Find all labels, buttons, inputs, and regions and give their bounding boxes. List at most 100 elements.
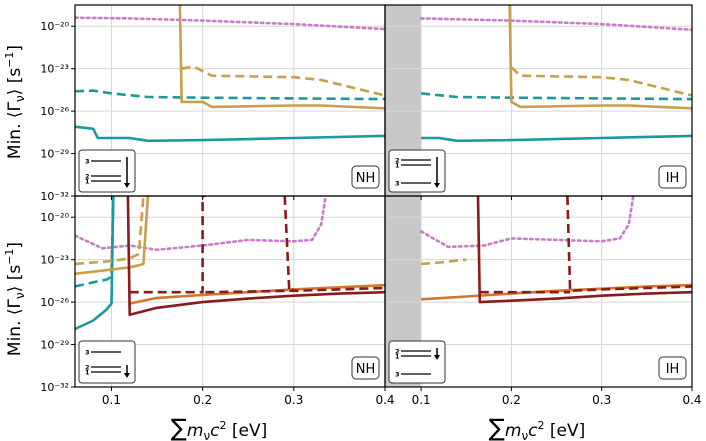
ordering-badge bbox=[351, 165, 380, 189]
xlabel-unit: [eV] bbox=[227, 421, 268, 441]
y-tick-label: 10⁻²⁹ bbox=[40, 148, 69, 161]
series-line-purple-dot bbox=[75, 196, 328, 252]
ordering-badge bbox=[351, 356, 380, 380]
level-label-3: 3 bbox=[85, 158, 90, 166]
ordering-label: NH bbox=[356, 362, 376, 377]
x-tick-label: 0.4 bbox=[375, 393, 394, 407]
level-label-3: 3 bbox=[395, 371, 400, 379]
ylabel-sup: −1 bbox=[3, 249, 16, 265]
xlabel-sub: ν bbox=[203, 429, 210, 441]
level-diagram-inset: 3 21 bbox=[388, 340, 446, 384]
xlabel-sum: ∑ bbox=[489, 414, 505, 441]
xlabel-sum: ∑ bbox=[171, 414, 187, 441]
level-label-1: 1 bbox=[395, 162, 400, 170]
x-axis-label-left: ∑mνc2 [eV] bbox=[171, 414, 268, 441]
level-label-1: 1 bbox=[85, 369, 90, 377]
series-line-darkred-dash bbox=[205, 286, 385, 294]
ylabel-close: ] bbox=[5, 242, 25, 249]
level-label-3: 3 bbox=[395, 180, 400, 188]
y-axis-label-top: Min. ⟨Γν⟩ [s−1] bbox=[3, 45, 27, 159]
y-tick-label: 10⁻²⁹ bbox=[40, 339, 69, 352]
series-line-gold-solid bbox=[508, 5, 692, 110]
y-tick-label: 10⁻²³ bbox=[40, 254, 69, 267]
level-label-3: 3 bbox=[85, 349, 90, 357]
level-label-1: 1 bbox=[395, 353, 400, 361]
x-tick-label: 0.3 bbox=[284, 393, 303, 407]
frames-layer bbox=[74, 4, 693, 388]
ylabel-sup: −1 bbox=[3, 52, 16, 68]
xlabel-sup: 2 bbox=[538, 419, 545, 432]
x-tick-label: 0.1 bbox=[102, 393, 121, 407]
series-line-purple-dot bbox=[75, 16, 385, 31]
xlabel-c: c bbox=[210, 421, 220, 441]
decay-arrow-head bbox=[124, 373, 130, 378]
decay-arrow-head bbox=[124, 183, 130, 188]
series-line-teal-dash bbox=[75, 196, 115, 288]
series-line-darkred-dash bbox=[566, 196, 692, 293]
series-line-gold-solid bbox=[75, 196, 150, 276]
x-axis-label-right: ∑mνc2 [eV] bbox=[489, 414, 586, 441]
level-label-1: 1 bbox=[85, 178, 90, 186]
series-line-teal-dash bbox=[75, 89, 385, 101]
ylabel-close: ] bbox=[5, 45, 25, 52]
series-line-teal-solid bbox=[421, 134, 692, 143]
x-tick-label: 0.3 bbox=[592, 393, 611, 407]
x-tick-label: 0.2 bbox=[502, 393, 521, 407]
y-axis-label-bottom: Min. ⟨Γν⟩ [s−1] bbox=[3, 242, 27, 356]
series-line-darkred-dash bbox=[129, 196, 206, 294]
series-line-gold-dash bbox=[75, 196, 145, 266]
ticks-layer: 10⁻²⁰ 10⁻²³ 10⁻²⁶ 10⁻²⁹ 10⁻³² 10⁻²⁰ 10⁻²³ 10⁻²⁶… bbox=[40, 20, 701, 407]
level-diagram-inset: 3 21 bbox=[388, 149, 446, 193]
level-label-2: 2 bbox=[85, 173, 90, 181]
y-tick-label: 10⁻²⁰ bbox=[40, 20, 69, 33]
y-tick-label: 10⁻²³ bbox=[40, 63, 69, 76]
x-tick-label: 0.2 bbox=[193, 393, 212, 407]
y-tick-label: 10⁻³² bbox=[40, 381, 69, 394]
y-tick-label: 10⁻²⁶ bbox=[40, 296, 69, 309]
y-tick-label: 10⁻²⁰ bbox=[40, 211, 69, 224]
ordering-badge bbox=[658, 165, 687, 189]
xlabel-m: m bbox=[187, 421, 204, 441]
ordering-label: IH bbox=[666, 362, 680, 377]
ordering-badge bbox=[658, 356, 687, 380]
xlabel-sub: ν bbox=[521, 429, 528, 441]
ylabel-sub: ν bbox=[13, 292, 27, 299]
series-line-purple-dot bbox=[419, 196, 635, 249]
level-label-2: 2 bbox=[395, 348, 400, 356]
level-label-2: 2 bbox=[395, 157, 400, 165]
y-tick-label: 10⁻²⁶ bbox=[40, 105, 69, 118]
panel-frame bbox=[384, 195, 693, 388]
xlabel-unit: [eV] bbox=[545, 421, 586, 441]
ordering-label: IH bbox=[666, 171, 680, 186]
x-tick-label: 0.1 bbox=[412, 393, 431, 407]
series-line-orange-solid bbox=[421, 283, 692, 301]
series-line-teal-solid bbox=[75, 125, 385, 143]
series-line-darkred-solid bbox=[476, 196, 692, 304]
series-line-gold-solid bbox=[178, 5, 385, 110]
ylabel-text: Min. ⟨Γ bbox=[5, 298, 25, 356]
series-layer bbox=[75, 5, 692, 331]
y-tick-label: 10⁻³² bbox=[40, 190, 69, 203]
ylabel-sub: ν bbox=[13, 95, 27, 102]
decay-arrow-head bbox=[434, 355, 440, 360]
series-line-purple-dot bbox=[419, 17, 692, 32]
level-diagram-inset: 3 21 bbox=[78, 340, 136, 384]
ordering-label: NH bbox=[356, 171, 376, 186]
series-line-gold-dash bbox=[510, 66, 692, 97]
ylabel-text: Min. ⟨Γ bbox=[5, 101, 25, 159]
ylabel-tail: ⟩ [s bbox=[5, 68, 25, 96]
series-line-gold-dash bbox=[181, 65, 385, 97]
decay-arrow-head bbox=[434, 183, 440, 188]
level-diagram-inset: 3 21 bbox=[78, 149, 136, 193]
series-line-gold-dash bbox=[420, 258, 467, 266]
xlabel-m: m bbox=[505, 421, 522, 441]
level-label-2: 2 bbox=[85, 364, 90, 372]
series-line-darkred-dash bbox=[283, 196, 295, 293]
xlabel-c: c bbox=[528, 421, 538, 441]
ylabel-tail: ⟩ [s bbox=[5, 265, 25, 293]
x-tick-label: 0.4 bbox=[682, 393, 701, 407]
series-line-darkred-solid bbox=[126, 196, 385, 317]
series-line-teal-dash bbox=[420, 92, 692, 101]
